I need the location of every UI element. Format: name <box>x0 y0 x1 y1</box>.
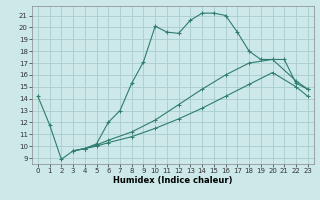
X-axis label: Humidex (Indice chaleur): Humidex (Indice chaleur) <box>113 176 233 185</box>
